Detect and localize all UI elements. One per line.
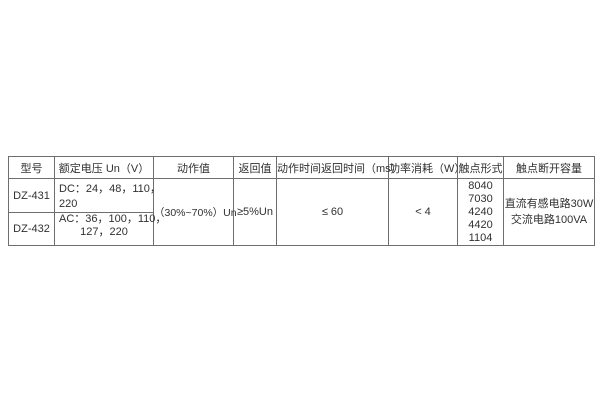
col-header-power-consumption: 功率消耗（W）: [388, 156, 465, 179]
contact-form-value: 7030: [468, 192, 493, 205]
voltage-cell-dc: DC：24，48，110， 220: [54, 178, 161, 213]
voltage-cell-ac: AC：36，100，110， 127，220: [54, 212, 167, 246]
col-header-contact-breaking-capacity: 触点断开容量: [503, 156, 595, 179]
row-dz431: DZ-431 DC：24，48，110， 220 （30%~70%）Un ≥5%…: [8, 178, 595, 246]
col-header-return-value: 返回值: [233, 156, 277, 179]
breaking-capacity-ac: 交流电路100VA: [510, 214, 588, 226]
col-header-rated-voltage: 额定电压 Un（V）: [54, 156, 154, 179]
contact-form-value: 4240: [468, 205, 493, 218]
model-cell-dz431: DZ-431: [8, 178, 55, 213]
col-header-model: 型号: [8, 156, 55, 179]
return-value-cell: ≥5%Un: [233, 178, 277, 246]
contact-form-value: 1104: [468, 231, 493, 244]
col-header-contact-form: 触点形式: [457, 156, 504, 179]
relay-spec-table: 型号 额定电压 Un（V） 动作值 返回值 动作时间返回时间（ms） 功率消耗（…: [8, 156, 595, 246]
contact-form-value: 8040: [468, 179, 493, 192]
operate-return-time-cell: ≤ 60: [276, 178, 389, 246]
contact-breaking-capacity-cell: 直流有感电路30W 交流电路100VA: [503, 178, 595, 246]
power-consumption-cell: < 4: [388, 178, 458, 246]
voltage-ac-line-1: AC：36，100，110，: [59, 213, 167, 225]
col-header-operate-value: 动作值: [153, 156, 234, 179]
voltage-dc-line-2: 220: [59, 198, 78, 210]
breaking-capacity-dc: 直流有感电路30W: [504, 198, 594, 210]
model-cell-dz432: DZ-432: [8, 212, 55, 246]
operate-value-cell: （30%~70%）Un: [153, 178, 237, 246]
header-row: 型号 额定电压 Un（V） 动作值 返回值 动作时间返回时间（ms） 功率消耗（…: [8, 156, 595, 179]
col-header-operate-return-time: 动作时间返回时间（ms）: [276, 156, 402, 179]
row-dz432: DZ-432 AC：36，100，110， 127，220: [8, 212, 595, 246]
voltage-dc-line-1: DC：24，48，110，: [59, 183, 161, 195]
contact-form-value: 4420: [468, 218, 493, 231]
contact-form-cell: 8040 7030 4240 4420 1104: [457, 178, 504, 246]
voltage-ac-line-2: 127，220: [80, 226, 128, 238]
